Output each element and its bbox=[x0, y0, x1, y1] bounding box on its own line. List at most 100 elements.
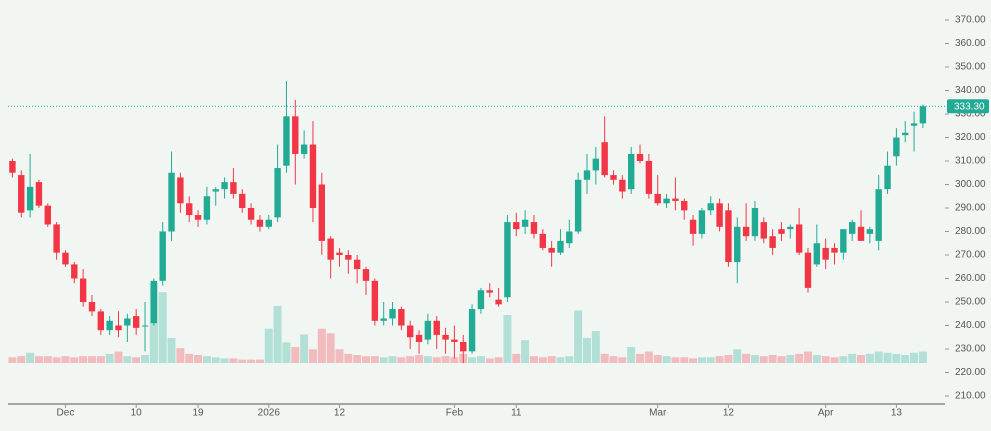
volume-bar bbox=[706, 357, 715, 363]
volume-bar bbox=[326, 333, 335, 363]
candle-body bbox=[831, 247, 838, 253]
volume-bar bbox=[476, 356, 485, 363]
candle-body bbox=[389, 309, 396, 319]
candle-body bbox=[566, 231, 573, 244]
candle-body bbox=[141, 325, 149, 327]
candle-body bbox=[804, 252, 812, 288]
candle-body bbox=[734, 226, 741, 263]
candle-body bbox=[327, 238, 334, 260]
candle-body bbox=[212, 189, 219, 192]
y-tick-label: 250.00 bbox=[955, 297, 986, 308]
candle-body bbox=[300, 144, 308, 154]
volume-bar bbox=[167, 337, 176, 363]
volume-bar bbox=[123, 356, 132, 363]
candle-body bbox=[194, 215, 202, 220]
candle-body bbox=[168, 172, 175, 232]
y-tick-label: 360.00 bbox=[955, 38, 986, 49]
volume-bar bbox=[132, 357, 141, 363]
x-tick-label: 19 bbox=[192, 408, 204, 419]
candle-body bbox=[742, 226, 750, 237]
candle-body bbox=[539, 233, 546, 248]
volume-bar bbox=[388, 356, 397, 363]
x-tick-label: 10 bbox=[131, 408, 143, 419]
volume-bar bbox=[370, 356, 379, 363]
x-tick-label: 13 bbox=[891, 408, 903, 419]
volume-bar bbox=[512, 353, 521, 363]
candle-body bbox=[106, 320, 113, 331]
candle-body bbox=[256, 219, 264, 227]
volume-bar bbox=[441, 356, 450, 363]
volume-bar bbox=[848, 353, 857, 363]
volume-bar bbox=[238, 359, 247, 363]
last-price-box bbox=[947, 99, 989, 114]
candle-body bbox=[345, 254, 352, 260]
candle-body bbox=[230, 182, 237, 194]
y-tick-label: 340.00 bbox=[955, 85, 986, 96]
candle-body bbox=[760, 222, 767, 239]
volume-bar bbox=[485, 358, 494, 363]
y-tick-label: 320.00 bbox=[955, 132, 986, 143]
candle-body bbox=[115, 325, 122, 331]
y-tick-label: 210.00 bbox=[955, 391, 986, 402]
volume-bar bbox=[70, 357, 79, 363]
x-tick-label: Dec bbox=[57, 408, 75, 419]
volume-bar bbox=[883, 352, 892, 363]
volume-bar bbox=[468, 357, 477, 363]
candle-body bbox=[79, 278, 87, 303]
volume-bar bbox=[733, 349, 742, 363]
candle-body bbox=[504, 222, 511, 298]
candle-body bbox=[177, 177, 184, 204]
volume-bar bbox=[680, 357, 689, 363]
candle-body bbox=[778, 229, 785, 234]
volume-bar bbox=[662, 356, 671, 363]
volume-bar bbox=[653, 355, 662, 363]
candle-body bbox=[707, 203, 714, 211]
volume-bar bbox=[503, 315, 512, 363]
candle-body bbox=[848, 222, 856, 234]
candle-body bbox=[557, 240, 564, 253]
candle-body bbox=[292, 116, 299, 154]
volume-bar bbox=[247, 359, 256, 363]
volume-bar bbox=[644, 351, 653, 363]
y-tick-label: 350.00 bbox=[955, 62, 986, 73]
volume-bar bbox=[697, 357, 706, 363]
x-tick-label: 12 bbox=[723, 408, 735, 419]
candle-body bbox=[398, 309, 405, 326]
candle-body bbox=[521, 219, 529, 227]
candle-body bbox=[336, 252, 343, 255]
volume-bar bbox=[521, 340, 530, 363]
volume-bar bbox=[874, 351, 883, 363]
volume-bar bbox=[574, 310, 583, 363]
candle-body bbox=[866, 229, 874, 234]
volume-bar bbox=[582, 337, 591, 363]
volume-bar bbox=[344, 353, 353, 363]
candle-body bbox=[26, 186, 34, 211]
volume-bar bbox=[34, 356, 43, 363]
volume-bar bbox=[715, 356, 724, 363]
volume-bar bbox=[538, 357, 547, 363]
candle-body bbox=[265, 219, 272, 227]
candle-body bbox=[645, 160, 653, 194]
candle-body bbox=[583, 170, 591, 180]
candle-body bbox=[221, 182, 228, 190]
candle-body bbox=[513, 222, 520, 230]
volume-bar bbox=[742, 353, 751, 363]
candle-body bbox=[415, 334, 423, 342]
candle-body bbox=[353, 259, 361, 270]
volume-bar bbox=[786, 355, 795, 363]
y-tick-label: 220.00 bbox=[955, 367, 986, 378]
candle-body bbox=[636, 153, 644, 161]
y-tick-label: 280.00 bbox=[955, 226, 986, 237]
volume-bar bbox=[857, 355, 866, 363]
candle-body bbox=[654, 193, 661, 204]
candle-body bbox=[902, 132, 909, 136]
volume-bar bbox=[636, 353, 645, 363]
candle-body bbox=[716, 203, 723, 227]
x-tick-label: Apr bbox=[818, 408, 834, 419]
candle-body bbox=[150, 280, 158, 324]
volume-bar bbox=[415, 355, 424, 363]
candle-body bbox=[53, 224, 60, 253]
candle-body bbox=[239, 193, 246, 208]
volume-bar bbox=[43, 356, 52, 363]
candle-body bbox=[919, 106, 927, 124]
